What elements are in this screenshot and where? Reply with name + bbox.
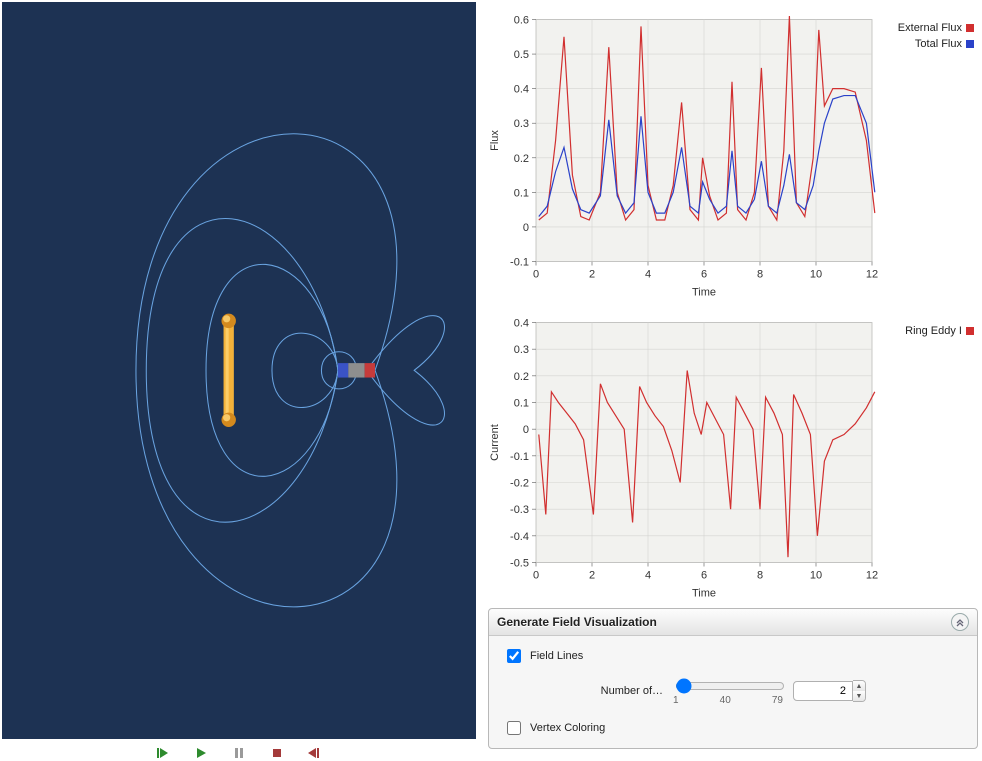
- field-visualization-panel: Generate Field Visualization Field Lines…: [488, 608, 978, 749]
- legend-external-flux: External Flux: [898, 22, 974, 34]
- legend-swatch: [966, 40, 974, 48]
- svg-text:10: 10: [810, 570, 822, 582]
- svg-text:0.3: 0.3: [514, 118, 529, 130]
- svg-text:4: 4: [645, 570, 651, 582]
- stepper-down-button[interactable]: ▼: [853, 691, 865, 701]
- slider-tick-mid: 40: [720, 695, 731, 706]
- stepper-up-button[interactable]: ▲: [853, 681, 865, 691]
- slider-tick-max: 79: [772, 695, 783, 706]
- svg-text:-0.3: -0.3: [510, 504, 529, 516]
- svg-text:0.3: 0.3: [514, 344, 529, 356]
- svg-text:Current: Current: [489, 424, 501, 461]
- svg-text:-0.2: -0.2: [510, 478, 529, 490]
- flux-chart-svg: 0 2 4 6 8 10 12 -0.1 0 0.1 0.2 0.3 0.4 0.5 0.6 Time Flux: [484, 0, 982, 303]
- playback-bar: [2, 745, 476, 761]
- collapse-icon[interactable]: [951, 613, 969, 631]
- pause-button[interactable]: [231, 745, 247, 761]
- svg-text:0.1: 0.1: [514, 187, 529, 199]
- legend-label: Total Flux: [915, 38, 962, 50]
- svg-text:0: 0: [523, 424, 529, 436]
- svg-text:2: 2: [589, 269, 595, 281]
- num-lines-slider-wrap: 1 40 79: [673, 676, 783, 706]
- legend-total-flux: Total Flux: [915, 38, 974, 50]
- svg-text:12: 12: [866, 570, 878, 582]
- legend-swatch: [966, 24, 974, 32]
- svg-text:0.2: 0.2: [514, 153, 529, 165]
- panel-body: Field Lines Number of… 1 40 79: [489, 636, 977, 748]
- svg-text:2: 2: [589, 570, 595, 582]
- field-lines-label: Field Lines: [530, 650, 583, 662]
- stepper-buttons: ▲ ▼: [853, 680, 866, 702]
- right-pane: 024681012-0.100.10.20.30.40.50.6TimeFlux…: [478, 0, 982, 751]
- svg-text:-0.4: -0.4: [510, 531, 529, 543]
- svg-text:Time: Time: [692, 588, 716, 600]
- svg-text:Time: Time: [692, 287, 716, 299]
- svg-text:-0.1: -0.1: [510, 451, 529, 463]
- svg-text:4: 4: [645, 269, 651, 281]
- step-forward-button[interactable]: [155, 745, 171, 761]
- svg-text:0.4: 0.4: [514, 318, 529, 330]
- legend-label: Ring Eddy I: [905, 325, 962, 337]
- panel-title: Generate Field Visualization: [497, 615, 657, 629]
- svg-text:0: 0: [533, 269, 539, 281]
- svg-text:0.2: 0.2: [514, 371, 529, 383]
- field-lines-checkbox[interactable]: [507, 649, 521, 663]
- vertex-coloring-label: Vertex Coloring: [530, 722, 605, 734]
- svg-text:8: 8: [757, 570, 763, 582]
- num-lines-label: Number of…: [583, 685, 663, 697]
- slider-tick-min: 1: [673, 695, 679, 706]
- app-root: 024681012-0.100.10.20.30.40.50.6TimeFlux…: [0, 0, 982, 751]
- svg-text:0.6: 0.6: [514, 15, 529, 27]
- legend-ring-eddy: Ring Eddy I: [905, 325, 974, 337]
- panel-header[interactable]: Generate Field Visualization: [489, 609, 977, 636]
- num-lines-stepper: ▲ ▼: [793, 680, 866, 702]
- legend-label: External Flux: [898, 22, 962, 34]
- svg-text:6: 6: [701, 269, 707, 281]
- left-pane: [0, 0, 478, 751]
- svg-text:10: 10: [810, 269, 822, 281]
- svg-text:0.5: 0.5: [514, 49, 529, 61]
- num-lines-row: Number of… 1 40 79 ▲ ▼: [583, 676, 963, 706]
- simulation-svg: [2, 2, 476, 739]
- svg-text:0: 0: [523, 222, 529, 234]
- field-lines-row: Field Lines: [503, 646, 963, 666]
- num-lines-input[interactable]: [793, 681, 853, 701]
- num-lines-slider[interactable]: [675, 678, 785, 694]
- svg-text:6: 6: [701, 570, 707, 582]
- reset-button[interactable]: [307, 745, 323, 761]
- vertex-coloring-row: Vertex Coloring: [503, 718, 963, 738]
- stop-button[interactable]: [269, 745, 285, 761]
- svg-text:8: 8: [757, 269, 763, 281]
- svg-text:0.1: 0.1: [514, 398, 529, 410]
- svg-text:0: 0: [533, 570, 539, 582]
- svg-text:12: 12: [866, 269, 878, 281]
- slider-ticks: 1 40 79: [673, 695, 783, 706]
- svg-text:-0.1: -0.1: [510, 257, 529, 269]
- svg-text:Flux: Flux: [489, 130, 501, 151]
- current-chart: 0 2 4 6 8 10 12 -0.5 -0.4 -0.3 -0.2 -0.1 0 0.1 0.2 0.3 0…: [484, 303, 982, 604]
- legend-swatch: [966, 327, 974, 335]
- play-button[interactable]: [193, 745, 209, 761]
- simulation-view[interactable]: [2, 2, 476, 739]
- flux-chart: 0 2 4 6 8 10 12 -0.1 0 0.1 0.2 0.3 0.4 0.5 0.6 Time Flux…: [484, 0, 982, 303]
- current-chart-svg: 0 2 4 6 8 10 12 -0.5 -0.4 -0.3 -0.2 -0.1 0 0.1 0.2 0.3 0…: [484, 303, 982, 604]
- svg-text:-0.5: -0.5: [510, 558, 529, 570]
- vertex-coloring-checkbox[interactable]: [507, 721, 521, 735]
- svg-text:0.4: 0.4: [514, 84, 529, 96]
